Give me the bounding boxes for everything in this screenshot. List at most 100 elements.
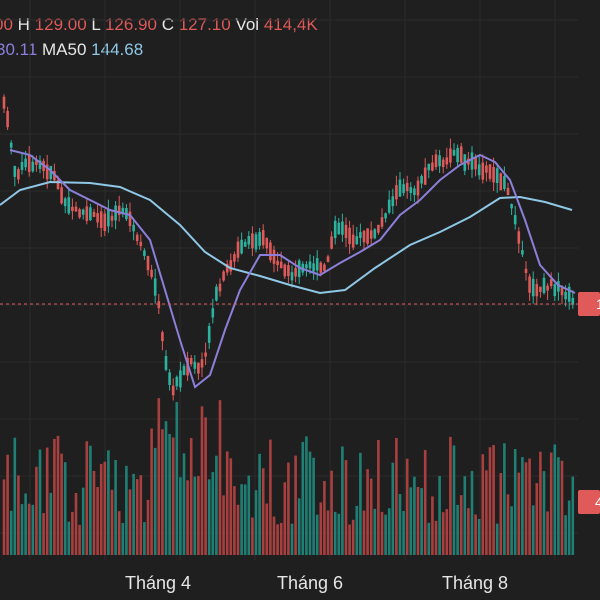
candle-body	[63, 198, 67, 207]
candle-body	[60, 187, 63, 204]
volume-bar	[441, 512, 445, 555]
volume-bar	[477, 518, 481, 555]
volume-bar	[373, 508, 377, 555]
ma-short-line	[9, 149, 576, 389]
volume-bar	[110, 489, 114, 555]
candle-body	[409, 187, 413, 193]
volume-bar	[467, 508, 470, 555]
candle-body	[189, 358, 193, 365]
candle-body	[89, 207, 92, 221]
volume-bar	[49, 492, 53, 555]
volume-bar	[132, 473, 135, 555]
candle-body	[305, 264, 308, 269]
volume-bar	[103, 461, 107, 555]
candle-body	[427, 163, 431, 171]
volume-bar	[323, 481, 326, 555]
volume-bar	[301, 441, 305, 555]
volume-bar	[305, 436, 308, 555]
volume-bar	[125, 465, 128, 555]
volume-bar	[135, 479, 139, 555]
ma50-label: MA50	[42, 40, 87, 59]
candle-body	[470, 152, 474, 170]
volume-bar	[315, 514, 319, 555]
volume-bar	[218, 400, 222, 555]
candle-body	[402, 184, 405, 193]
candle-body	[17, 169, 20, 180]
candle-body	[297, 260, 301, 278]
candle-body	[481, 162, 485, 180]
volume-bar	[542, 471, 546, 555]
candle-body	[254, 234, 258, 250]
candle-body	[445, 157, 449, 165]
candle-body	[330, 236, 333, 249]
candle-body	[312, 263, 315, 272]
candle-body	[326, 256, 330, 262]
volume-bar	[319, 502, 323, 555]
volume-bar	[391, 462, 395, 555]
candle-body	[179, 370, 182, 388]
volume-bar	[78, 524, 81, 555]
volume-bars	[2, 398, 575, 555]
candle-body	[45, 164, 49, 180]
candle-body	[269, 242, 272, 261]
volume-bar	[445, 509, 449, 555]
candle-body	[420, 175, 423, 184]
candle-body	[236, 241, 240, 258]
volume-bar	[553, 444, 557, 555]
volume-bar	[539, 451, 542, 555]
volume-bar	[380, 511, 384, 555]
volume-bar	[567, 500, 571, 555]
candle-body	[290, 272, 294, 281]
volume-bar	[528, 458, 531, 555]
ma50-value: 144.68	[91, 40, 144, 59]
candle-body	[233, 254, 236, 262]
candle-body	[351, 234, 355, 248]
candle-body	[200, 359, 204, 368]
candle-body	[247, 236, 251, 245]
ma-short-value: 30.11	[0, 40, 38, 59]
candle-body	[488, 164, 492, 179]
volume-bar	[488, 447, 492, 555]
candle-body	[492, 166, 495, 183]
volume-bar	[564, 515, 567, 555]
candle-body	[35, 159, 38, 165]
volume-bar	[182, 453, 186, 555]
candle-body	[355, 236, 359, 245]
volume-bar	[60, 453, 63, 555]
candle-body	[294, 267, 297, 277]
volume-bar	[456, 504, 459, 555]
volume-bar	[211, 472, 215, 555]
volume-bar	[233, 486, 236, 555]
volume-bar	[308, 451, 312, 555]
volume-bar	[283, 482, 287, 555]
volume-bar	[513, 449, 517, 555]
ma50-line	[0, 180, 573, 295]
volume-bar	[492, 444, 495, 555]
volume-bar	[24, 493, 27, 555]
candle-body	[13, 166, 17, 177]
volume-bar	[157, 398, 161, 555]
price-marker-label: 1	[596, 296, 600, 312]
candle-body	[571, 297, 575, 305]
candlestick-series	[2, 94, 575, 401]
candle-body	[528, 276, 531, 293]
volume-bar	[114, 460, 117, 555]
candle-body	[171, 385, 175, 396]
candle-body	[27, 154, 31, 172]
volume-bar	[189, 438, 193, 555]
candle-body	[175, 376, 179, 387]
candle-body	[211, 308, 215, 318]
candle-body	[513, 215, 517, 225]
candle-body	[337, 222, 341, 235]
candle-body	[477, 164, 481, 176]
volume-bar	[449, 436, 452, 555]
volume-bar	[164, 421, 168, 555]
candle-body	[560, 287, 564, 296]
candle-body	[416, 180, 420, 196]
volume-bar	[387, 508, 391, 555]
volume-bar	[521, 457, 524, 555]
volume-bar	[351, 519, 355, 555]
volume-bar	[294, 455, 297, 555]
candle-body	[110, 215, 114, 221]
volume-bar	[193, 476, 197, 555]
